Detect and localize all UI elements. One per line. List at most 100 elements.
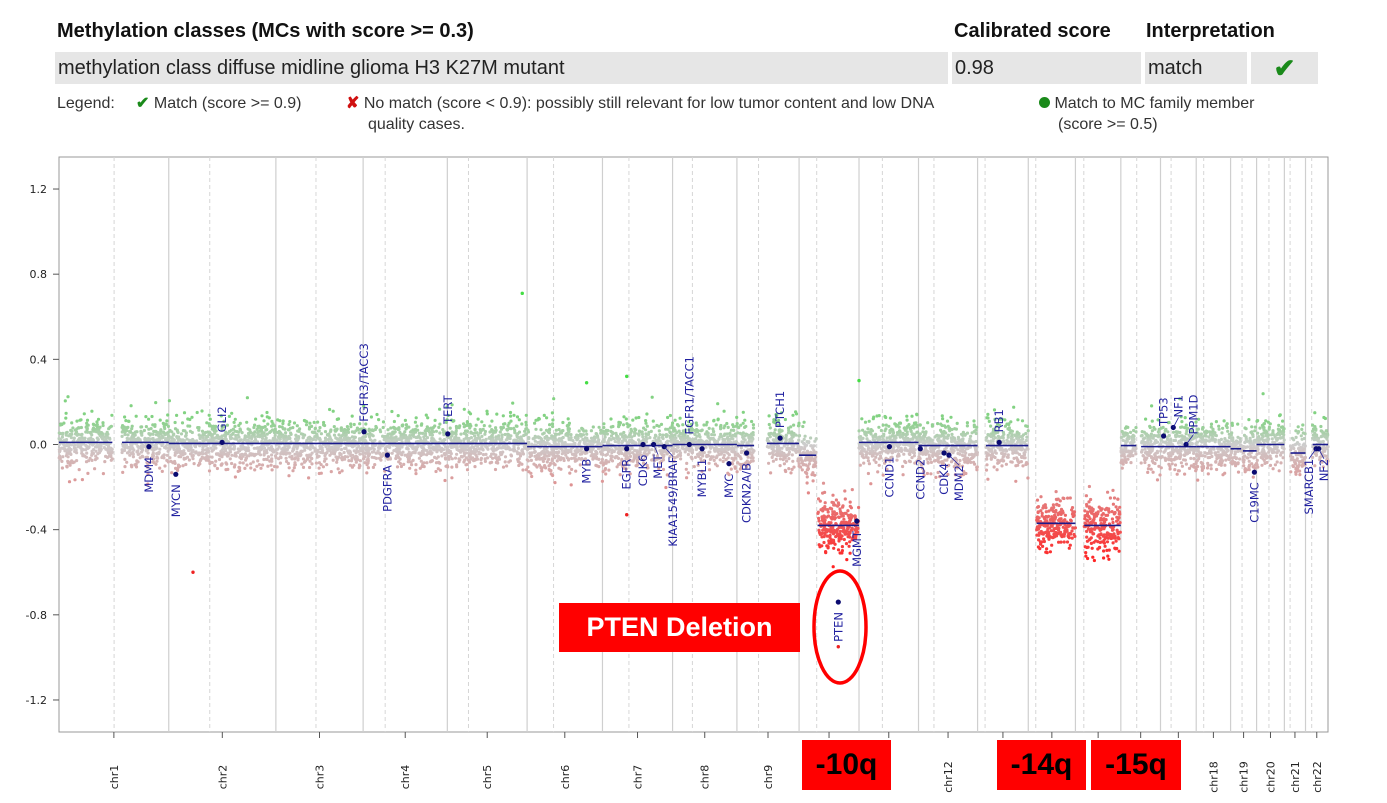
probe-dot: [245, 463, 249, 467]
probe-dot: [396, 427, 400, 431]
probe-dot: [368, 435, 372, 439]
probe-dot: [610, 459, 615, 463]
probe-dot: [844, 511, 848, 515]
probe-dot: [179, 432, 184, 436]
probe-dot: [813, 460, 817, 464]
probe-dot: [322, 459, 327, 463]
interpretation-header: Interpretation: [1146, 20, 1275, 42]
probe-dot: [308, 421, 312, 425]
probe-dot: [789, 425, 793, 429]
probe-dot: [501, 425, 505, 430]
probe-dot: [719, 427, 723, 431]
probe-dot: [823, 501, 827, 505]
probe-dot: [110, 457, 114, 461]
probe-dot: [327, 445, 331, 449]
probe-dot: [747, 436, 751, 440]
probe-dot: [395, 465, 400, 469]
probe-dot: [640, 432, 645, 436]
probe-dot: [538, 441, 542, 445]
probe-dot: [545, 450, 549, 454]
probe-dot: [443, 478, 447, 483]
probe-dot: [318, 436, 322, 440]
probe-dot: [866, 456, 870, 460]
probe-dot: [351, 444, 356, 448]
probe-dot: [315, 434, 319, 438]
probe-dot: [200, 455, 204, 459]
probe-dot: [545, 454, 549, 458]
probe-dot: [402, 462, 406, 466]
probe-dot: [657, 429, 661, 433]
probe-dot: [612, 449, 616, 454]
probe-dot: [259, 428, 264, 432]
probe-dot: [714, 423, 718, 427]
probe-dot: [303, 419, 307, 423]
probe-dot: [379, 452, 383, 456]
probe-dot: [666, 427, 670, 431]
probe-dot: [838, 551, 842, 555]
probe-dot: [593, 453, 598, 457]
probe-dot: [152, 461, 156, 465]
probe-dot: [604, 472, 608, 476]
probe-dot: [613, 439, 617, 444]
probe-dot: [358, 452, 362, 456]
probe-dot: [609, 417, 613, 421]
probe-dot: [789, 439, 793, 443]
probe-dot: [751, 423, 756, 427]
probe-dot: [766, 437, 770, 441]
probe-dot: [85, 426, 89, 430]
probe-dot: [847, 516, 851, 520]
probe-dot: [414, 468, 418, 472]
probe-dot: [310, 444, 314, 448]
probe-dot: [630, 440, 634, 444]
probe-dot: [323, 430, 328, 434]
probe-dot: [375, 412, 379, 417]
probe-dot: [668, 455, 672, 459]
probe-dot: [519, 436, 523, 440]
probe-dot: [312, 420, 316, 424]
probe-dot: [88, 430, 92, 435]
probe-dot: [232, 420, 236, 424]
probe-dot: [60, 435, 64, 439]
y-tick-label: -0.4: [26, 524, 47, 537]
probe-dot: [123, 415, 127, 419]
probe-dot: [135, 450, 139, 454]
probe-dot: [192, 462, 196, 466]
probe-dot: [543, 435, 547, 440]
probe-dot: [60, 466, 64, 470]
probe-dot: [505, 428, 510, 432]
probe-dot: [503, 422, 507, 426]
probe-dot: [453, 456, 458, 460]
probe-dot: [377, 418, 381, 422]
probe-dot: [394, 435, 398, 439]
probe-dot: [234, 433, 238, 438]
probe-dot: [226, 454, 230, 458]
probe-dot: [664, 433, 669, 437]
probe-dot: [357, 444, 361, 448]
probe-dot: [272, 437, 276, 441]
probe-dot: [749, 439, 754, 443]
probe-dot: [724, 458, 728, 462]
probe-dot: [232, 444, 237, 448]
probe-dot: [279, 456, 283, 460]
probe-dot: [721, 459, 725, 464]
probe-dot: [850, 526, 854, 530]
probe-dot: [304, 423, 309, 427]
probe-dot: [229, 447, 233, 451]
probe-dot: [574, 469, 578, 473]
probe-dot: [223, 434, 227, 438]
probe-dot: [124, 443, 128, 447]
probe-dot: [422, 461, 426, 465]
probe-dot: [585, 432, 589, 436]
probe-dot: [370, 450, 374, 454]
probe-dot: [524, 468, 529, 472]
probe-dot: [788, 431, 792, 435]
probe-dot: [330, 445, 334, 449]
probe-dot: [264, 436, 268, 440]
probe-dot: [319, 450, 323, 454]
probe-dot: [446, 455, 450, 459]
probe-dot: [103, 460, 107, 464]
probe-dot: [224, 447, 228, 451]
probe-dot: [628, 454, 633, 458]
probe-dot: [243, 452, 247, 457]
probe-dot: [101, 423, 105, 428]
